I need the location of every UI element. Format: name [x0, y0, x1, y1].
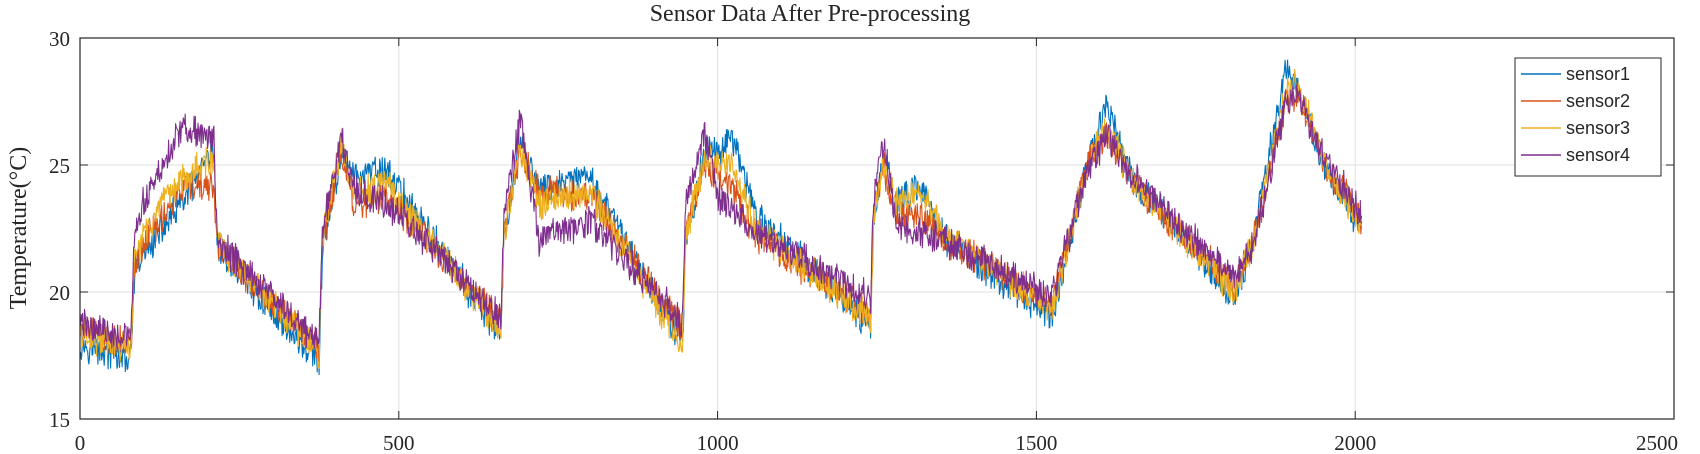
x-tick-label: 2000 [1334, 431, 1376, 454]
y-axis: 15 20 25 30 [49, 27, 1674, 432]
x-axis: 0 500 1000 1500 2000 2500 [75, 38, 1678, 454]
y-tick-label: 25 [49, 154, 70, 178]
series-line-sensor4 [79, 84, 1363, 350]
legend-label-sensor1: sensor1 [1566, 64, 1630, 84]
legend-label-sensor3: sensor3 [1566, 118, 1630, 138]
x-tick-label: 1500 [1015, 431, 1057, 454]
y-axis-label: Temperature(°C) [6, 147, 32, 310]
legend: sensor1 sensor2 sensor3 sensor4 [1514, 57, 1662, 177]
grid [80, 38, 1674, 419]
x-tick-label: 2500 [1636, 431, 1678, 454]
x-tick-label: 0 [75, 431, 86, 454]
series-line-sensor3 [79, 68, 1363, 369]
y-tick-label: 20 [49, 281, 70, 305]
y-tick-label: 15 [49, 408, 70, 432]
series-group [79, 59, 1363, 376]
series-line-sensor1 [79, 59, 1363, 376]
series-line-sensor2 [79, 84, 1363, 365]
x-tick-label: 500 [383, 431, 415, 454]
legend-label-sensor4: sensor4 [1566, 145, 1630, 165]
plot-area-border [79, 37, 1675, 420]
legend-box [1514, 57, 1662, 177]
chart-title: Sensor Data After Pre-processing [650, 1, 971, 27]
x-tick-label: 1000 [697, 431, 739, 454]
legend-label-sensor2: sensor2 [1566, 91, 1630, 111]
y-tick-label: 30 [49, 27, 70, 51]
